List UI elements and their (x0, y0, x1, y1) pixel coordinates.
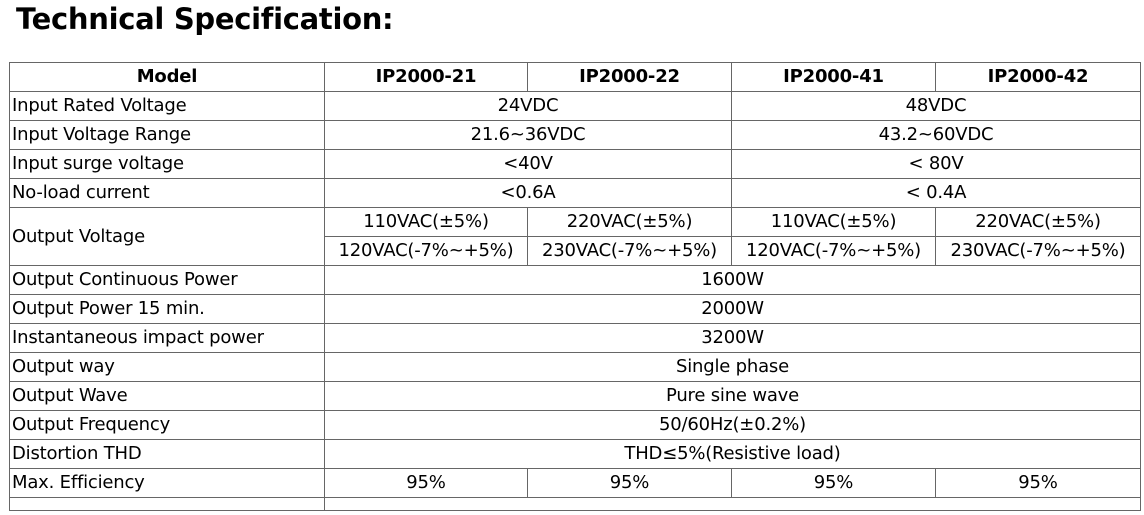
row-label: Output Continuous Power (9, 265, 325, 295)
model-header: Model (9, 62, 325, 92)
row-label: Output Frequency (9, 410, 325, 440)
table-row: 120VAC(-7%~+5%) 230VAC(-7%~+5%) 120VAC(-… (10, 236, 1141, 266)
cell: 110VAC(±5%) (324, 207, 528, 237)
cell: 220VAC(±5%) (935, 207, 1141, 237)
table-row: Output Voltage 110VAC(±5%) 220VAC(±5%) 1… (9, 207, 1141, 266)
cell-48v: < 0.4A (731, 178, 1141, 208)
cell-24v: <0.6A (324, 178, 732, 208)
header-row: Model IP2000-21 IP2000-22 IP2000-41 IP20… (9, 62, 1141, 92)
row-label: Output way (9, 352, 325, 382)
cell: 230VAC(-7%~+5%) (527, 236, 732, 266)
cell: 95% (935, 468, 1141, 498)
cell-24v: 21.6~36VDC (324, 120, 732, 150)
cell (9, 497, 325, 511)
row-label: Output Wave (9, 381, 325, 411)
cell: 2000W (324, 294, 1141, 324)
table-row: No-load current <0.6A < 0.4A (9, 178, 1141, 208)
cell: 95% (324, 468, 528, 498)
cell-24v: 24VDC (324, 91, 732, 121)
row-label: Output Power 15 min. (9, 294, 325, 324)
table-row: Input Rated Voltage 24VDC 48VDC (9, 91, 1141, 121)
row-label: Max. Efficiency (9, 468, 325, 498)
cell: 120VAC(-7%~+5%) (731, 236, 936, 266)
row-label: Instantaneous impact power (9, 323, 325, 353)
row-label: Distortion THD (9, 439, 325, 469)
row-label: No-load current (9, 178, 325, 208)
cell: 95% (527, 468, 732, 498)
cell: Single phase (324, 352, 1141, 382)
cell-48v: < 80V (731, 149, 1141, 179)
table-row: Output Wave Pure sine wave (9, 381, 1141, 411)
table-row: Instantaneous impact power 3200W (9, 323, 1141, 353)
table-row: Output Continuous Power 1600W (9, 265, 1141, 295)
spec-table: Model IP2000-21 IP2000-22 IP2000-41 IP20… (9, 62, 1141, 511)
row-label: Output Voltage (9, 207, 325, 266)
cell: Pure sine wave (324, 381, 1141, 411)
row-label: Input surge voltage (9, 149, 325, 179)
model-ip2000-41: IP2000-41 (731, 62, 936, 92)
model-ip2000-21: IP2000-21 (324, 62, 528, 92)
cell: 95% (731, 468, 936, 498)
cell (324, 497, 1141, 511)
cell: 230VAC(-7%~+5%) (935, 236, 1141, 266)
cell: THD≤5%(Resistive load) (324, 439, 1141, 469)
cell: 220VAC(±5%) (527, 207, 732, 237)
row-label: Input Rated Voltage (9, 91, 325, 121)
cell: 50/60Hz(±0.2%) (324, 410, 1141, 440)
table-row: Output way Single phase (9, 352, 1141, 382)
cell: 110VAC(±5%) (731, 207, 936, 237)
cell-48v: 43.2~60VDC (731, 120, 1141, 150)
table-row: Output Power 15 min. 2000W (9, 294, 1141, 324)
page-title: Technical Specification: (16, 2, 394, 36)
cell-48v: 48VDC (731, 91, 1141, 121)
row-label: Input Voltage Range (9, 120, 325, 150)
cell: 1600W (324, 265, 1141, 295)
cell-24v: <40V (324, 149, 732, 179)
cell: 120VAC(-7%~+5%) (324, 236, 528, 266)
cell: 3200W (324, 323, 1141, 353)
model-ip2000-22: IP2000-22 (527, 62, 732, 92)
table-row: Input Voltage Range 21.6~36VDC 43.2~60VD… (9, 120, 1141, 150)
model-ip2000-42: IP2000-42 (935, 62, 1141, 92)
table-row: Input surge voltage <40V < 80V (9, 149, 1141, 179)
table-row: Max. Efficiency 95% 95% 95% 95% (9, 468, 1141, 498)
table-row (9, 497, 1141, 511)
table-row: Distortion THD THD≤5%(Resistive load) (9, 439, 1141, 469)
table-row: Output Frequency 50/60Hz(±0.2%) (9, 410, 1141, 440)
